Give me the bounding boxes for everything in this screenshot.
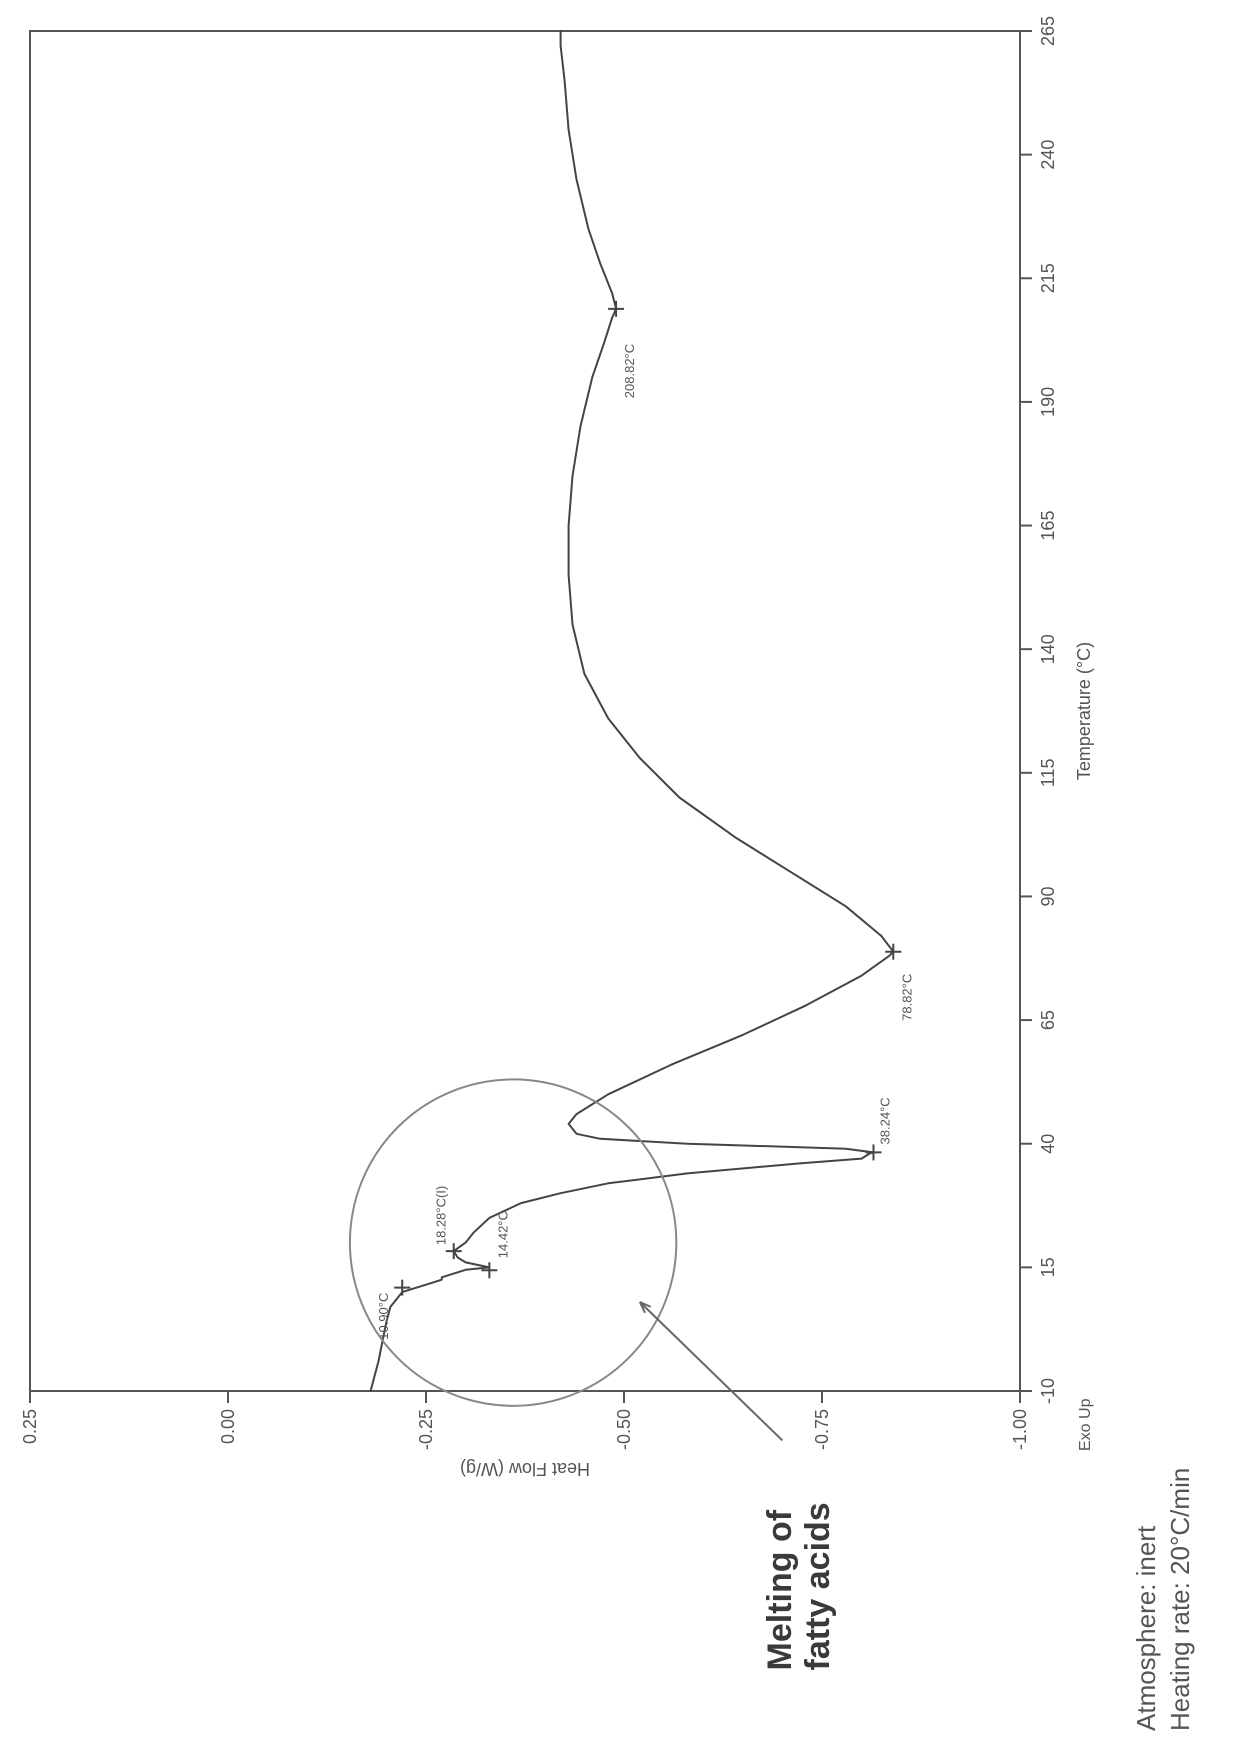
x-tick-label: 190 — [1038, 387, 1058, 417]
y-tick-label: -1.00 — [1010, 1409, 1030, 1450]
x-tick-label: 215 — [1038, 263, 1058, 293]
experiment-conditions-label: Atmosphere: inert Heating rate: 20°C/min — [1130, 1468, 1198, 1731]
peak-label: 208.82°C — [622, 344, 637, 398]
peak-label: 78.82°C — [899, 974, 914, 1021]
page: -10 15 40 65 90 115 140 165 190 215 240 265 0.25 0.00… — [0, 0, 1240, 1761]
x-tick-label: 115 — [1038, 758, 1058, 787]
dsc-chart-container: -10 15 40 65 90 115 140 165 190 215 240 265 0.25 0.00… — [0, 0, 1240, 1761]
x-axis-label: Temperature (°C) — [1074, 642, 1094, 780]
x-tick-label: 65 — [1038, 1010, 1058, 1030]
y-tick-label: -0.25 — [416, 1409, 436, 1450]
exo-up-label: Exo Up — [1077, 1398, 1094, 1451]
peak-label: 14.42°C — [495, 1211, 510, 1258]
y-tick-label: 0.25 — [20, 1409, 40, 1444]
x-tick-label: 265 — [1038, 16, 1058, 46]
y-axis-label: Heat Flow (W/g) — [460, 1459, 590, 1479]
peak-label: 10.90°C — [376, 1293, 391, 1340]
dsc-thermogram-chart: -10 15 40 65 90 115 140 165 190 215 240 265 0.25 0.00… — [0, 0, 1240, 1761]
peak-label: 38.24°C — [877, 1097, 892, 1144]
x-tick-label: 90 — [1038, 886, 1058, 906]
melting-annotation-label: Melting of fatty acids — [762, 1502, 837, 1670]
x-tick-label: 40 — [1038, 1134, 1058, 1154]
peak-label: 18.28°C(I) — [434, 1186, 449, 1245]
x-tick-label: 165 — [1038, 511, 1058, 541]
x-tick-label: -10 — [1038, 1378, 1058, 1404]
x-tick-label: 140 — [1038, 634, 1058, 664]
x-tick-label: 15 — [1038, 1257, 1058, 1277]
y-tick-label: 0.00 — [218, 1409, 238, 1444]
x-tick-label: 240 — [1038, 140, 1058, 170]
y-tick-label: -0.50 — [614, 1409, 634, 1450]
y-tick-label: -0.75 — [812, 1409, 832, 1450]
plot-frame — [30, 31, 1020, 1391]
